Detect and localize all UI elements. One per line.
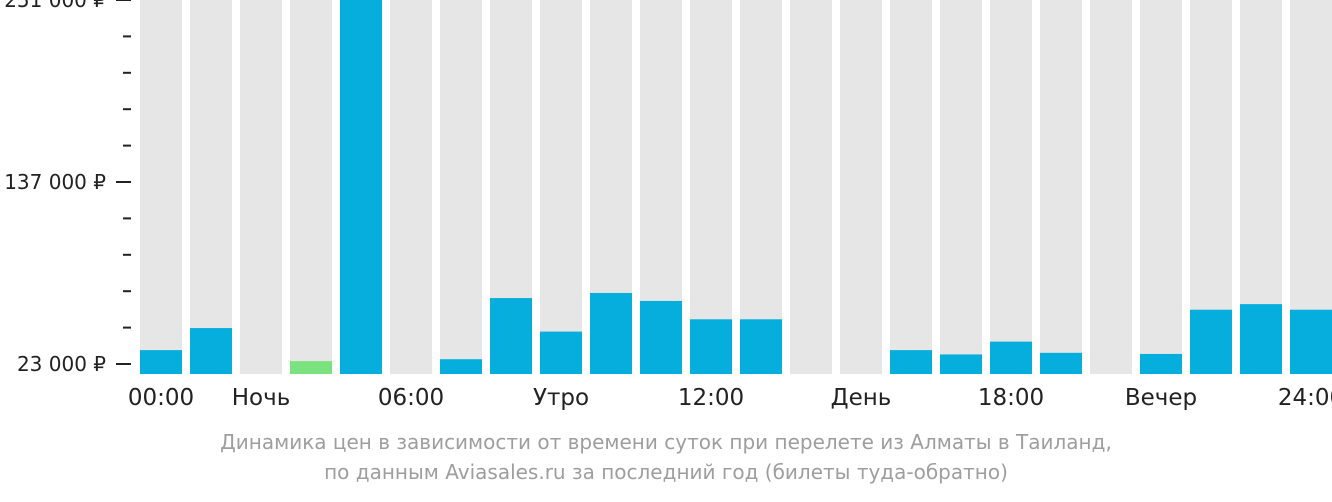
- x-tick-label: День: [831, 385, 892, 411]
- x-tick-label: 12:00: [678, 385, 744, 411]
- price-bar[interactable]: [290, 361, 332, 374]
- price-bar[interactable]: [190, 328, 232, 374]
- x-tick-label: 06:00: [378, 385, 444, 411]
- bar-track: [740, 0, 782, 374]
- price-bar[interactable]: [1190, 309, 1232, 374]
- bar-track: [240, 0, 282, 374]
- price-by-time-chart: 251 000 ₽ 137 000 ₽ 23 000 ₽ 00:00 Ночь 06:0…: [4, 0, 1332, 411]
- bar-track: [690, 0, 732, 374]
- bar-track: [1140, 0, 1182, 374]
- price-bar[interactable]: [690, 319, 732, 374]
- bar-track: [390, 0, 432, 374]
- price-bar[interactable]: [140, 350, 182, 374]
- bar-track: [940, 0, 982, 374]
- bars: [140, 0, 1332, 374]
- bar-tracks: [140, 0, 1332, 374]
- price-bar[interactable]: [1290, 309, 1332, 374]
- price-bar[interactable]: [990, 341, 1032, 374]
- price-bar[interactable]: [540, 331, 582, 374]
- price-bar[interactable]: [740, 319, 782, 374]
- x-tick-label: 00:00: [128, 385, 194, 411]
- bar-track: [1090, 0, 1132, 374]
- price-bar[interactable]: [1140, 353, 1182, 374]
- x-tick-label: Ночь: [232, 385, 291, 411]
- bar-track: [1040, 0, 1082, 374]
- bar-track: [440, 0, 482, 374]
- bar-track: [540, 0, 582, 374]
- x-tick-label: 18:00: [978, 385, 1044, 411]
- bar-track: [290, 0, 332, 374]
- x-tick-label: 24:00: [1278, 385, 1332, 411]
- bar-track: [140, 0, 182, 374]
- x-tick-label: Утро: [533, 385, 589, 411]
- price-bar[interactable]: [340, 0, 382, 374]
- x-axis-labels: 00:00 Ночь 06:00 Утро 12:00 День 18:00 Вечер 24:…: [128, 385, 1332, 411]
- x-tick-label: Вечер: [1125, 385, 1197, 411]
- chart-caption-line-2: по данным Aviasales.ru за последний год …: [324, 460, 1008, 484]
- bar-track: [190, 0, 232, 374]
- bar-track: [840, 0, 882, 374]
- price-bar[interactable]: [590, 292, 632, 374]
- price-bar[interactable]: [640, 300, 682, 374]
- chart-caption-line-1: Динамика цен в зависимости от времени су…: [220, 430, 1112, 454]
- price-bar[interactable]: [440, 359, 482, 374]
- y-tick-label: 137 000 ₽: [4, 170, 106, 194]
- y-tick-label: 23 000 ₽: [17, 352, 106, 376]
- price-bar[interactable]: [1040, 352, 1082, 374]
- price-bar[interactable]: [940, 354, 982, 374]
- price-bar[interactable]: [890, 350, 932, 374]
- y-axis: 251 000 ₽ 137 000 ₽ 23 000 ₽: [4, 0, 131, 376]
- bar-track: [890, 0, 932, 374]
- bar-track: [790, 0, 832, 374]
- y-tick-label: 251 000 ₽: [4, 0, 106, 12]
- bar-track: [990, 0, 1032, 374]
- price-bar[interactable]: [490, 298, 532, 374]
- price-bar[interactable]: [1240, 304, 1282, 374]
